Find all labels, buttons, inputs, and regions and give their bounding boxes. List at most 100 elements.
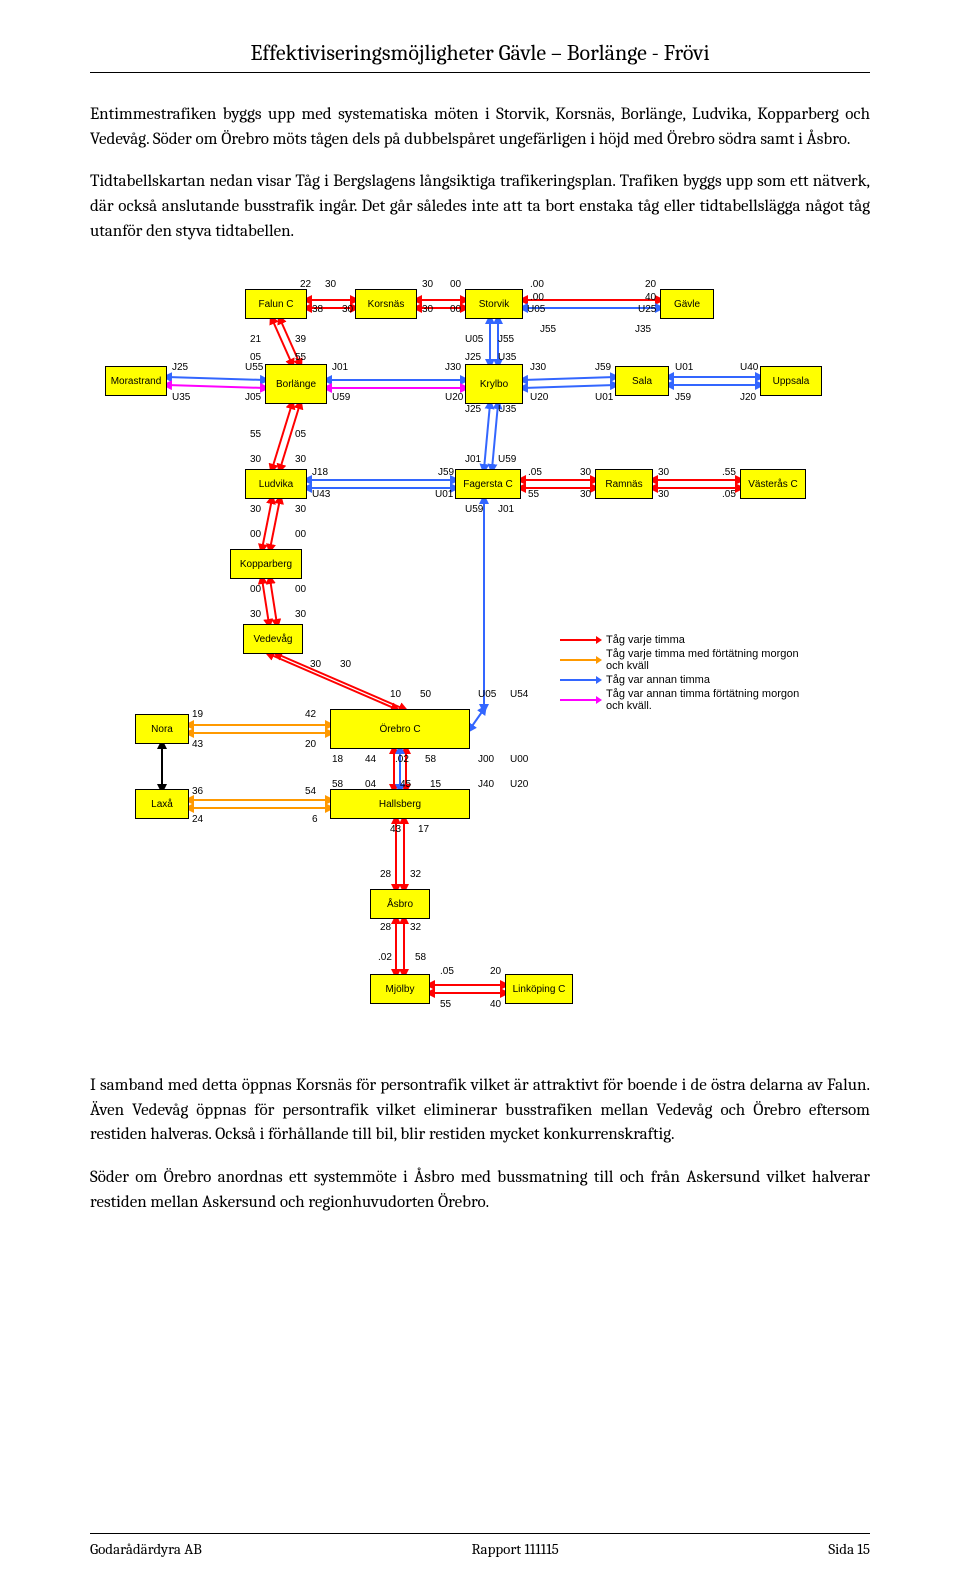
node-laxa: Laxå	[135, 789, 189, 819]
time-label: U00	[510, 754, 528, 765]
time-label: U05	[478, 689, 496, 700]
time-label: U59	[498, 454, 516, 465]
node-vedevag: Vedevåg	[243, 624, 303, 654]
node-linkoping: Linköping C	[505, 974, 573, 1004]
time-label: 00	[295, 529, 306, 540]
time-label: 00	[250, 584, 261, 595]
time-label: J01	[465, 454, 481, 465]
legend-item: Tåg varje timma med förtätning morgon oc…	[560, 648, 816, 672]
time-label: 39	[295, 334, 306, 345]
time-label: 32	[410, 922, 421, 933]
time-label: 40	[645, 292, 656, 303]
node-ramnas: Ramnäs	[595, 469, 653, 499]
time-label: J18	[312, 467, 328, 478]
time-label: 40	[490, 999, 501, 1010]
time-label: 00	[450, 279, 461, 290]
time-label: J59	[438, 467, 454, 478]
time-label: 58	[332, 779, 343, 790]
time-label: 30	[340, 659, 351, 670]
node-falun: Falun C	[245, 289, 307, 319]
time-label: 21	[250, 334, 261, 345]
node-orebro: Örebro C	[330, 709, 470, 749]
time-label: U01	[675, 362, 693, 373]
diagram-container: Falun CKorsnäsStorvikGävleMorastrandBorl…	[90, 264, 870, 1044]
time-label: J01	[332, 362, 348, 373]
time-label: 32	[410, 869, 421, 880]
time-label: .05	[440, 966, 454, 977]
node-morastrand: Morastrand	[105, 366, 167, 396]
time-label: 30	[295, 454, 306, 465]
time-label: J01	[498, 504, 514, 515]
time-label: J30	[530, 362, 546, 373]
time-label: 05	[295, 429, 306, 440]
node-borlange: Borlänge	[265, 364, 327, 404]
time-label: .02	[395, 754, 409, 765]
time-label: .00	[530, 279, 544, 290]
footer-left: Godarådärdyra AB	[90, 1540, 202, 1558]
time-label: 58	[425, 754, 436, 765]
time-label: 55	[295, 352, 306, 363]
time-label: J55	[498, 334, 514, 345]
legend-item: Tåg varje timma	[560, 634, 816, 646]
time-label: 43	[390, 824, 401, 835]
node-korsnas: Korsnäs	[355, 289, 417, 319]
node-nora: Nora	[135, 714, 189, 744]
node-ludvika: Ludvika	[245, 469, 307, 499]
time-label: 17	[418, 824, 429, 835]
time-label: 10	[390, 689, 401, 700]
time-label: 20	[645, 279, 656, 290]
paragraph-1: Entimmestrafiken byggs upp med systemati…	[90, 103, 870, 152]
time-label: 30	[422, 304, 433, 315]
time-label: 30	[250, 609, 261, 620]
node-vasteras: Västerås C	[740, 469, 806, 499]
time-label: 30	[250, 504, 261, 515]
time-label: 30	[422, 279, 433, 290]
node-gavle: Gävle	[660, 289, 714, 319]
time-label: .05	[528, 467, 542, 478]
node-kopparberg: Kopparberg	[230, 549, 302, 579]
node-krylbo: Krylbo	[465, 364, 523, 404]
time-label: 54	[305, 786, 316, 797]
legend-item: Tåg var annan timma	[560, 674, 816, 686]
time-label: 30	[295, 504, 306, 515]
time-label: J55	[540, 324, 556, 335]
time-label: U01	[435, 489, 453, 500]
node-hallsberg: Hallsberg	[330, 789, 470, 819]
time-label: U43	[312, 489, 330, 500]
time-label: 30	[325, 279, 336, 290]
time-label: 55	[250, 429, 261, 440]
node-fagersta: Fagersta C	[455, 469, 521, 499]
diagram-legend: Tåg varje timma Tåg varje timma med förtä…	[560, 634, 816, 714]
time-label: 00	[450, 304, 461, 315]
time-label: 38	[312, 304, 323, 315]
time-label: U01	[595, 392, 613, 403]
time-label: 30	[580, 489, 591, 500]
time-label: 24	[192, 814, 203, 825]
legend-item: Tåg var annan timma förtätning morgon oc…	[560, 688, 816, 712]
time-label: U35	[498, 352, 516, 363]
paragraph-3: I samband med detta öppnas Korsnäs för p…	[90, 1074, 870, 1148]
time-label: 30	[658, 489, 669, 500]
paragraph-2: Tidtabellskartan nedan visar Tåg i Bergs…	[90, 170, 870, 244]
time-label: 18	[332, 754, 343, 765]
time-label: U20	[510, 779, 528, 790]
time-label: J20	[740, 392, 756, 403]
time-label: 20	[305, 739, 316, 750]
time-label: 45	[400, 779, 411, 790]
time-label: .55	[722, 467, 736, 478]
page-footer: Godarådärdyra AB Rapport 111115 Sida 15	[90, 1533, 870, 1558]
footer-center: Rapport 111115	[471, 1540, 558, 1558]
time-label: 15	[430, 779, 441, 790]
time-label: 20	[490, 966, 501, 977]
time-label: 36	[192, 786, 203, 797]
node-mjolby: Mjölby	[370, 974, 430, 1004]
time-label: U59	[465, 504, 483, 515]
time-label: 50	[420, 689, 431, 700]
time-label: .05	[722, 489, 736, 500]
time-label: U40	[740, 362, 758, 373]
time-label: 22	[300, 279, 311, 290]
time-label: U35	[498, 404, 516, 415]
time-label: 30	[342, 304, 353, 315]
node-sala: Sala	[615, 366, 669, 396]
time-label: U59	[332, 392, 350, 403]
